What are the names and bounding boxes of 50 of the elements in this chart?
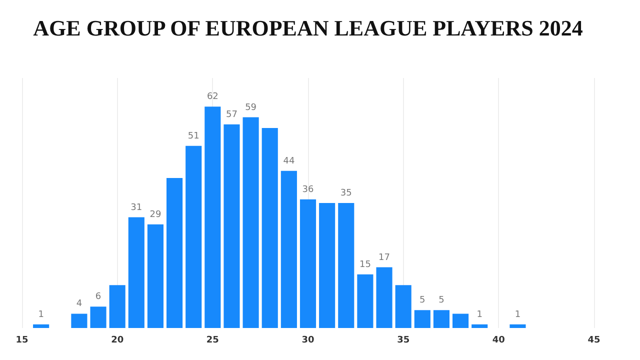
x-tick-label: 30 — [302, 336, 314, 346]
bar — [452, 314, 469, 328]
data-label: 4 — [76, 299, 82, 310]
bar — [472, 324, 488, 328]
bar — [242, 117, 259, 328]
data-label: 1 — [476, 310, 482, 320]
bar — [71, 314, 88, 328]
data-label: 1 — [514, 310, 521, 320]
bar — [33, 324, 50, 328]
data-label: 35 — [340, 188, 352, 198]
data-label: 17 — [378, 252, 390, 263]
bar — [433, 310, 450, 328]
data-label: 15 — [359, 260, 371, 270]
x-tick-label: 45 — [588, 336, 600, 346]
data-label: 44 — [283, 156, 295, 166]
x-tick-label: 15 — [16, 336, 28, 346]
chart-title: AGE GROUP OF EUROPEAN LEAGUE PLAYERS 2024 — [33, 16, 583, 40]
bar — [319, 203, 336, 328]
data-label: 5 — [420, 296, 426, 306]
x-tick-label: 40 — [492, 336, 505, 346]
bar — [90, 306, 106, 328]
data-label: 57 — [226, 110, 238, 120]
x-tick-label: 20 — [111, 336, 124, 346]
bar — [147, 224, 164, 328]
x-tick-label: 35 — [397, 336, 410, 346]
data-label: 29 — [150, 210, 162, 220]
data-label: 5 — [438, 296, 444, 306]
bar — [128, 217, 144, 328]
bar — [262, 128, 278, 328]
bar — [357, 274, 374, 328]
bar — [166, 178, 183, 328]
data-label: 1 — [38, 310, 44, 320]
data-label: 51 — [188, 131, 200, 142]
data-label: 62 — [206, 92, 218, 102]
bar — [204, 106, 221, 328]
bar — [109, 285, 126, 328]
data-label: 36 — [302, 184, 314, 195]
bar — [338, 203, 354, 328]
bar — [224, 124, 240, 328]
data-label: 31 — [130, 202, 142, 213]
bar — [186, 146, 202, 328]
bar — [510, 324, 526, 328]
bar — [300, 199, 316, 328]
data-label: 59 — [245, 102, 257, 113]
data-label: 6 — [95, 292, 102, 302]
bar — [280, 170, 297, 328]
bar — [376, 267, 392, 328]
bar — [414, 310, 430, 328]
bar — [395, 285, 412, 328]
x-tick-label: 25 — [206, 336, 219, 346]
